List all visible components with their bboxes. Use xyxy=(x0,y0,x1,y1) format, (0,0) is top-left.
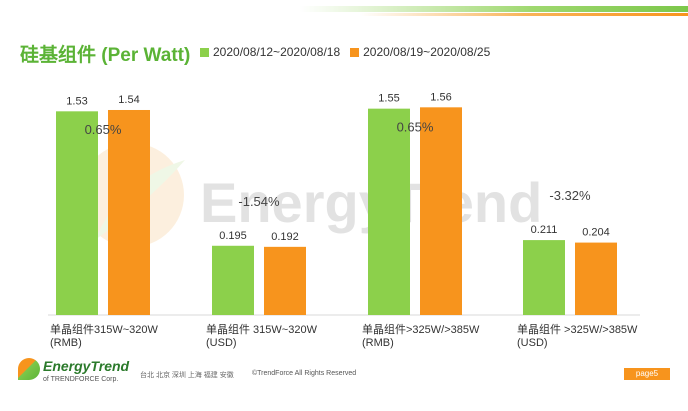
category-label-line2: (USD) xyxy=(206,337,237,349)
legend-item-1: 2020/08/12~2020/08/18 xyxy=(200,45,340,59)
bar-value-label: 0.204 xyxy=(582,227,610,239)
energytrend-logo-icon xyxy=(18,358,40,380)
category-label-line2: (USD) xyxy=(517,337,548,349)
top-accent-bar xyxy=(0,6,688,16)
bar-value-label: 1.56 xyxy=(430,91,451,103)
legend-swatch-1 xyxy=(200,47,209,57)
chart-title: 硅基组件 (Per Watt) xyxy=(20,45,191,66)
bar-value-label: 0.211 xyxy=(531,224,558,236)
bar-value-label: 1.53 xyxy=(66,95,87,107)
legend-label-1: 2020/08/12~2020/08/18 xyxy=(213,45,341,59)
category-label-line2: (RMB) xyxy=(50,337,82,349)
bar-value-label: 0.192 xyxy=(271,231,299,243)
footer-logo-name: EnergyTrend xyxy=(43,358,130,374)
page-number: page5 xyxy=(624,368,670,380)
legend-label-2: 2020/08/19~2020/08/25 xyxy=(363,45,491,59)
bar-value-label: 1.55 xyxy=(378,93,399,105)
change-percent-label: -1.54% xyxy=(238,194,280,209)
legend-swatch-2 xyxy=(350,47,360,57)
bar-g3-s1 xyxy=(368,108,410,315)
bar-g1-s2 xyxy=(108,109,150,315)
footer-logo: EnergyTrend of TRENDFORCE Corp. xyxy=(18,356,158,390)
bar-g4-s2 xyxy=(575,242,617,315)
bar-g4-s1 xyxy=(523,240,565,315)
top-accent-green xyxy=(300,6,688,12)
bars-layer: 1.53 1.540.65%单晶组件315W~320W(RMB)0.195 0.19… xyxy=(50,91,638,349)
bar-value-label: 1.54 xyxy=(118,94,139,106)
top-accent-orange xyxy=(360,13,688,16)
bar-value-label: 0.195 xyxy=(219,230,247,242)
legend: 2020/08/12~2020/08/18 2020/08/19~2020/08… xyxy=(200,45,500,59)
bar-g3-s2 xyxy=(420,107,462,315)
bar-g2-s1 xyxy=(212,245,254,315)
legend-item-2: 2020/08/19~2020/08/25 xyxy=(350,45,490,59)
category-label-line1: 单晶组件>325W/>385W xyxy=(362,322,480,336)
bar-g2-s2 xyxy=(264,246,306,315)
change-percent-label: 0.65% xyxy=(85,122,122,137)
category-label-line1: 单晶组件 315W~320W xyxy=(206,322,318,336)
footer-logo-sub: of TRENDFORCE Corp. xyxy=(43,376,119,383)
footer: EnergyTrend of TRENDFORCE Corp. 台北 北京 深圳… xyxy=(0,352,688,392)
category-label-line1: 单晶组件 >325W/>385W xyxy=(517,322,638,336)
change-percent-label: -3.32% xyxy=(549,188,591,203)
footer-copyright: ©TrendForce All Rights Reserved xyxy=(252,370,357,377)
change-percent-label: 0.65% xyxy=(397,119,434,134)
bar-g1-s1 xyxy=(56,111,98,315)
category-label-line2: (RMB) xyxy=(362,337,394,349)
category-label-line1: 单晶组件315W~320W xyxy=(50,322,159,336)
footer-cities: 台北 北京 深圳 上海 福建 安徽 xyxy=(140,372,234,379)
